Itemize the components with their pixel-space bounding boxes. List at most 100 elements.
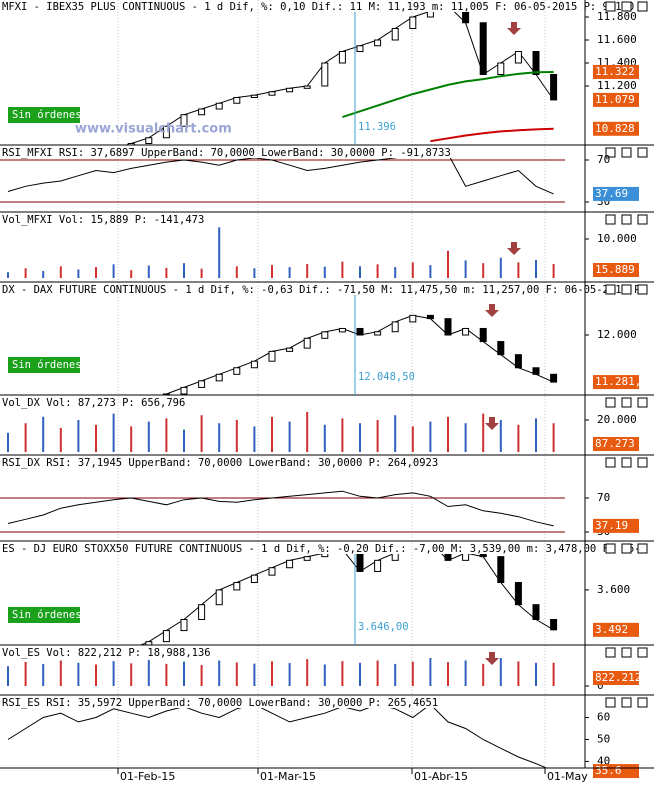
candle-body <box>356 45 364 53</box>
volume-bar <box>464 660 467 686</box>
y-tick-label: 11.800 <box>597 10 637 23</box>
panel-header: RSI_DX RSI: 37,1945 UpperBand: 70,0000 L… <box>2 457 438 469</box>
volume-bar <box>235 420 238 452</box>
candle-body <box>462 12 470 24</box>
volume-bar <box>95 664 97 686</box>
signal-arrow <box>507 242 521 255</box>
candle-body <box>532 604 540 620</box>
order-button[interactable] <box>8 607 80 623</box>
window-button <box>637 457 648 468</box>
volume-bar <box>429 265 432 278</box>
order-button[interactable] <box>8 357 80 373</box>
candle-body <box>180 386 188 395</box>
volume-bar <box>464 423 467 452</box>
volume-bar <box>323 266 326 278</box>
window-button <box>637 647 648 658</box>
panel <box>139 554 558 645</box>
value-marker <box>593 121 639 136</box>
window-button <box>637 697 648 708</box>
candle-body <box>321 62 329 87</box>
window-button <box>637 214 648 225</box>
order-button[interactable] <box>8 107 80 123</box>
volume-bar <box>499 658 502 686</box>
volume-bar <box>253 426 256 452</box>
volume-bar <box>306 263 309 278</box>
value-marker <box>593 622 639 637</box>
y-tick-label: 10.000 <box>597 232 637 245</box>
panel-header: Vol_ES Vol: 822,212 P: 18,988,136 <box>2 647 211 659</box>
candle-body <box>268 350 276 362</box>
panel <box>7 658 555 686</box>
y-tick-label: 60 <box>597 711 610 724</box>
candle-body <box>180 114 188 127</box>
candle-body <box>550 618 558 631</box>
candle-body <box>180 618 188 632</box>
panel <box>7 412 555 452</box>
candle-body <box>303 556 311 561</box>
cursor-label: 12.048,50 <box>358 371 415 383</box>
volume-bar <box>7 432 9 452</box>
x-tick-label: 01-Abr-15 <box>414 770 468 783</box>
window-button <box>621 397 632 408</box>
volume-bar <box>359 662 361 686</box>
value-marker <box>593 375 639 390</box>
window-button <box>605 457 616 468</box>
candle-body <box>250 360 258 369</box>
volume-bar <box>535 418 537 452</box>
price-line <box>430 127 554 143</box>
volume-bar <box>24 268 27 278</box>
watermark: www.visualchart.com <box>75 122 232 137</box>
candle-body <box>338 51 346 64</box>
volume-bar <box>95 267 97 278</box>
candle-body <box>233 367 241 375</box>
candle-body <box>391 321 399 333</box>
candle-body <box>391 28 399 41</box>
candle-body <box>233 582 241 591</box>
y-tick-label: 11.200 <box>597 79 637 92</box>
volume-bar <box>7 272 9 278</box>
panel <box>125 12 558 145</box>
rsi-line <box>7 708 548 768</box>
volume-bar <box>165 663 168 686</box>
candle-body <box>497 62 505 76</box>
volume-bar <box>77 420 80 452</box>
candle-body <box>303 337 311 349</box>
volume-bar <box>218 227 221 278</box>
volume-bar <box>183 429 185 452</box>
volume-bar <box>552 423 555 452</box>
volume-bar <box>482 413 485 452</box>
volume-bar <box>411 426 414 452</box>
candle-body <box>426 12 434 18</box>
volume-bar <box>323 424 326 452</box>
candle-body <box>356 554 364 572</box>
order-button-label: Sin órdenes <box>12 359 82 371</box>
candle-body <box>268 91 276 96</box>
window-button <box>605 697 616 708</box>
volume-bar <box>376 420 379 452</box>
volume-bar <box>59 428 62 452</box>
volume-bar <box>271 416 273 452</box>
volume-bar <box>59 660 62 686</box>
value-marker <box>593 186 639 201</box>
candle-body <box>198 380 206 388</box>
candle-body <box>338 327 346 333</box>
volume-bar <box>24 661 27 686</box>
y-tick-label: 11.600 <box>597 33 637 46</box>
volume-bar <box>411 262 414 278</box>
volume-bar <box>253 663 256 686</box>
panel-header: MFXI - IBEX35 PLUS CONTINUOUS - 1 d Dif,… <box>2 1 634 13</box>
window-button <box>621 457 632 468</box>
y-tick-label: 0 <box>597 679 604 692</box>
volume-bar <box>464 260 467 278</box>
candle-body <box>374 331 382 336</box>
volume-bar <box>235 266 238 278</box>
volume-bar <box>482 263 485 278</box>
window-button <box>605 1 616 12</box>
candle-body <box>479 22 487 76</box>
x-tick-label: 01-Mar-15 <box>260 770 316 783</box>
candle-body <box>250 574 258 584</box>
volume-bar <box>359 423 361 452</box>
volume-bar <box>429 421 432 452</box>
candle-body <box>497 341 505 356</box>
